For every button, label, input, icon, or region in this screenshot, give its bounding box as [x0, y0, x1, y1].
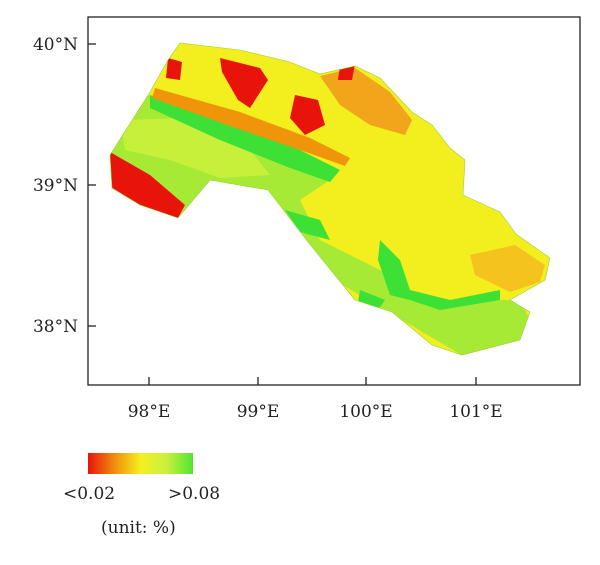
orange-patch-east — [470, 245, 545, 292]
legend-max-label: >0.08 — [168, 484, 221, 504]
legend-color-bar — [88, 453, 193, 474]
legend-unit-label: (unit: %) — [101, 518, 176, 538]
legend-min-label: <0.02 — [63, 484, 116, 504]
map-frame — [87, 16, 581, 386]
red-patch-center — [290, 95, 325, 135]
lon-label-98: 98°E — [128, 402, 171, 422]
red-patch-north — [166, 58, 182, 80]
axis-ticks — [88, 43, 477, 385]
green-patch-mid — [285, 210, 330, 240]
lon-label-99: 99°E — [237, 402, 280, 422]
lightgreen-patch — [120, 118, 270, 178]
lat-label-40: 40°N — [33, 35, 78, 55]
orange-band — [152, 88, 350, 166]
lon-label-100: 100°E — [339, 402, 392, 422]
study-region — [110, 43, 550, 355]
green-band — [150, 95, 340, 182]
green-band-south — [378, 240, 500, 310]
red-patch-north-center — [220, 58, 268, 108]
orange-patch-northeast — [320, 68, 412, 135]
lon-label-101: 101°E — [449, 402, 502, 422]
lat-label-38: 38°N — [33, 317, 78, 337]
green-patch-small — [358, 290, 385, 310]
lat-label-39: 39°N — [33, 176, 78, 196]
red-patch-west — [110, 152, 185, 218]
